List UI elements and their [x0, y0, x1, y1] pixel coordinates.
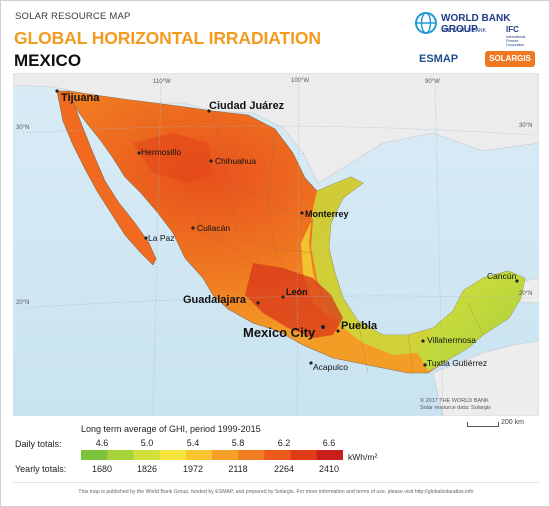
graticule-label-30n-left: 30°N: [16, 125, 29, 131]
city-label-tuxtla: Tuxtla Gutiérrez: [427, 358, 487, 368]
city-label-tijuana: Tijuana: [61, 92, 100, 104]
daily-tick-3: 5.4: [186, 438, 200, 448]
graticule-label-20n-left: 20°N: [16, 300, 29, 306]
marker-ciudad-juarez: [207, 109, 211, 113]
legend-color-cell: [159, 450, 187, 460]
marker-villahermosa: [421, 339, 425, 343]
legend-color-cell: [238, 450, 265, 460]
legend-color-cell: [212, 450, 239, 460]
graticule-label-110w: 110°W: [153, 79, 171, 85]
city-label-mexico-city: Mexico City: [243, 325, 316, 340]
city-label-ciudad-juarez: Ciudad Juárez: [209, 100, 285, 112]
daily-tick-6: 6.6: [322, 438, 336, 448]
ifc-sub-logo: International Finance Corporation: [506, 35, 526, 47]
legend-color-cell: [290, 450, 318, 460]
map-kicker: SOLAR RESOURCE MAP: [15, 11, 131, 22]
city-label-hermosillo: Hermosillo: [141, 147, 181, 157]
copyright-line-2: Solar resource data: Solargis: [420, 405, 491, 411]
daily-tick-2: 5.0: [140, 438, 154, 448]
marker-la-paz: [144, 236, 148, 240]
city-label-leon: León: [286, 287, 308, 297]
marker-tijuana: [55, 89, 59, 93]
daily-tick-4: 5.8: [231, 438, 245, 448]
city-label-acapulco: Acapulco: [313, 362, 348, 372]
marker-puebla: [336, 329, 340, 333]
world-bank-group-logo: WORLD BANK GROUP: [441, 13, 511, 35]
legend-color-cell: [107, 450, 134, 460]
world-bank-globe-icon: [415, 12, 437, 34]
central-america-land: [432, 340, 539, 416]
baja-california: [56, 90, 157, 266]
graticule-label-90w: 90°W: [425, 79, 440, 85]
graticule-label-20n-right: 20°N: [519, 291, 532, 297]
marker-cancun: [515, 279, 519, 283]
marker-chihuahua: [209, 159, 213, 163]
copyright-line-1: © 2017 THE WORLD BANK: [420, 398, 489, 404]
yearly-tick-6: 2410: [318, 464, 340, 474]
gulf-coast-region: [311, 177, 433, 355]
graticule-label-100w: 100°W: [291, 78, 309, 84]
scale-bar: [467, 422, 499, 427]
marker-mexico-city: [321, 325, 325, 329]
yearly-totals-label: Yearly totals:: [15, 464, 67, 474]
map-title: GLOBAL HORIZONTAL IRRADIATION: [14, 28, 321, 48]
graticule: [22, 80, 534, 416]
central-highlands-region: [245, 263, 343, 338]
ifc-logo: IFC: [506, 25, 519, 34]
map-copyright: © 2017 THE WORLD BANK Solar resource dat…: [420, 398, 491, 412]
yearly-tick-3: 1972: [182, 464, 204, 474]
yearly-tick-2: 1826: [136, 464, 158, 474]
legend-caption: Long term average of GHI, period 1999-20…: [81, 424, 261, 434]
daily-tick-5: 6.2: [277, 438, 291, 448]
marker-leon: [281, 295, 285, 299]
legend-color-cell: [264, 450, 291, 460]
marker-hermosillo: [137, 151, 141, 155]
scale-label: 200 km: [501, 419, 524, 426]
legend-color-cell: [185, 450, 213, 460]
marker-culiacan: [191, 226, 195, 230]
yearly-tick-1: 1680: [91, 464, 113, 474]
city-label-culiacan: Culiacán: [197, 223, 230, 233]
footer-note: This map is published by the World Bank …: [13, 482, 539, 501]
legend-unit: kWh/m²: [348, 452, 378, 462]
marker-tuxtla: [423, 363, 427, 367]
city-label-cancun: Cancún: [487, 271, 517, 281]
city-label-chihuahua: Chihuahua: [215, 156, 256, 166]
city-label-puebla: Puebla: [341, 320, 378, 332]
solargis-logo: SOLARGIS: [485, 51, 535, 67]
yearly-tick-5: 2264: [273, 464, 295, 474]
yucatan-region: [418, 271, 525, 371]
city-label-villahermosa: Villahermosa: [427, 335, 476, 345]
legend-color-cell: [81, 450, 108, 460]
sonora-region: [133, 133, 213, 183]
daily-totals-label: Daily totals:: [15, 439, 62, 449]
legend-color-cell: [316, 450, 343, 460]
world-bank-sub-logo: THE WORLD BANK: [441, 28, 487, 34]
yearly-tick-4: 2118: [228, 464, 248, 474]
country-title: MEXICO: [14, 51, 82, 70]
city-label-guadalajara: Guadalajara: [183, 294, 247, 306]
legend-color-cells: [81, 450, 343, 460]
legend-color-cell: [133, 450, 160, 460]
esmap-logo: ESMAP: [419, 53, 459, 65]
city-markers: [55, 89, 519, 367]
graticule-label-30n-right: 30°N: [519, 123, 532, 129]
city-label-la-paz: La Paz: [148, 233, 174, 243]
city-label-monterrey: Monterrey: [305, 209, 349, 219]
usa-land: [13, 73, 539, 184]
marker-monterrey: [300, 211, 304, 215]
marker-guadalajara: [256, 301, 260, 305]
irradiation-map: 110°W 100°W 90°W 30°N 30°N 20°N 20°N Tij…: [13, 73, 539, 416]
legend-color-bar: [81, 450, 343, 460]
marker-acapulco: [309, 361, 313, 365]
daily-tick-1: 4.6: [95, 438, 109, 448]
